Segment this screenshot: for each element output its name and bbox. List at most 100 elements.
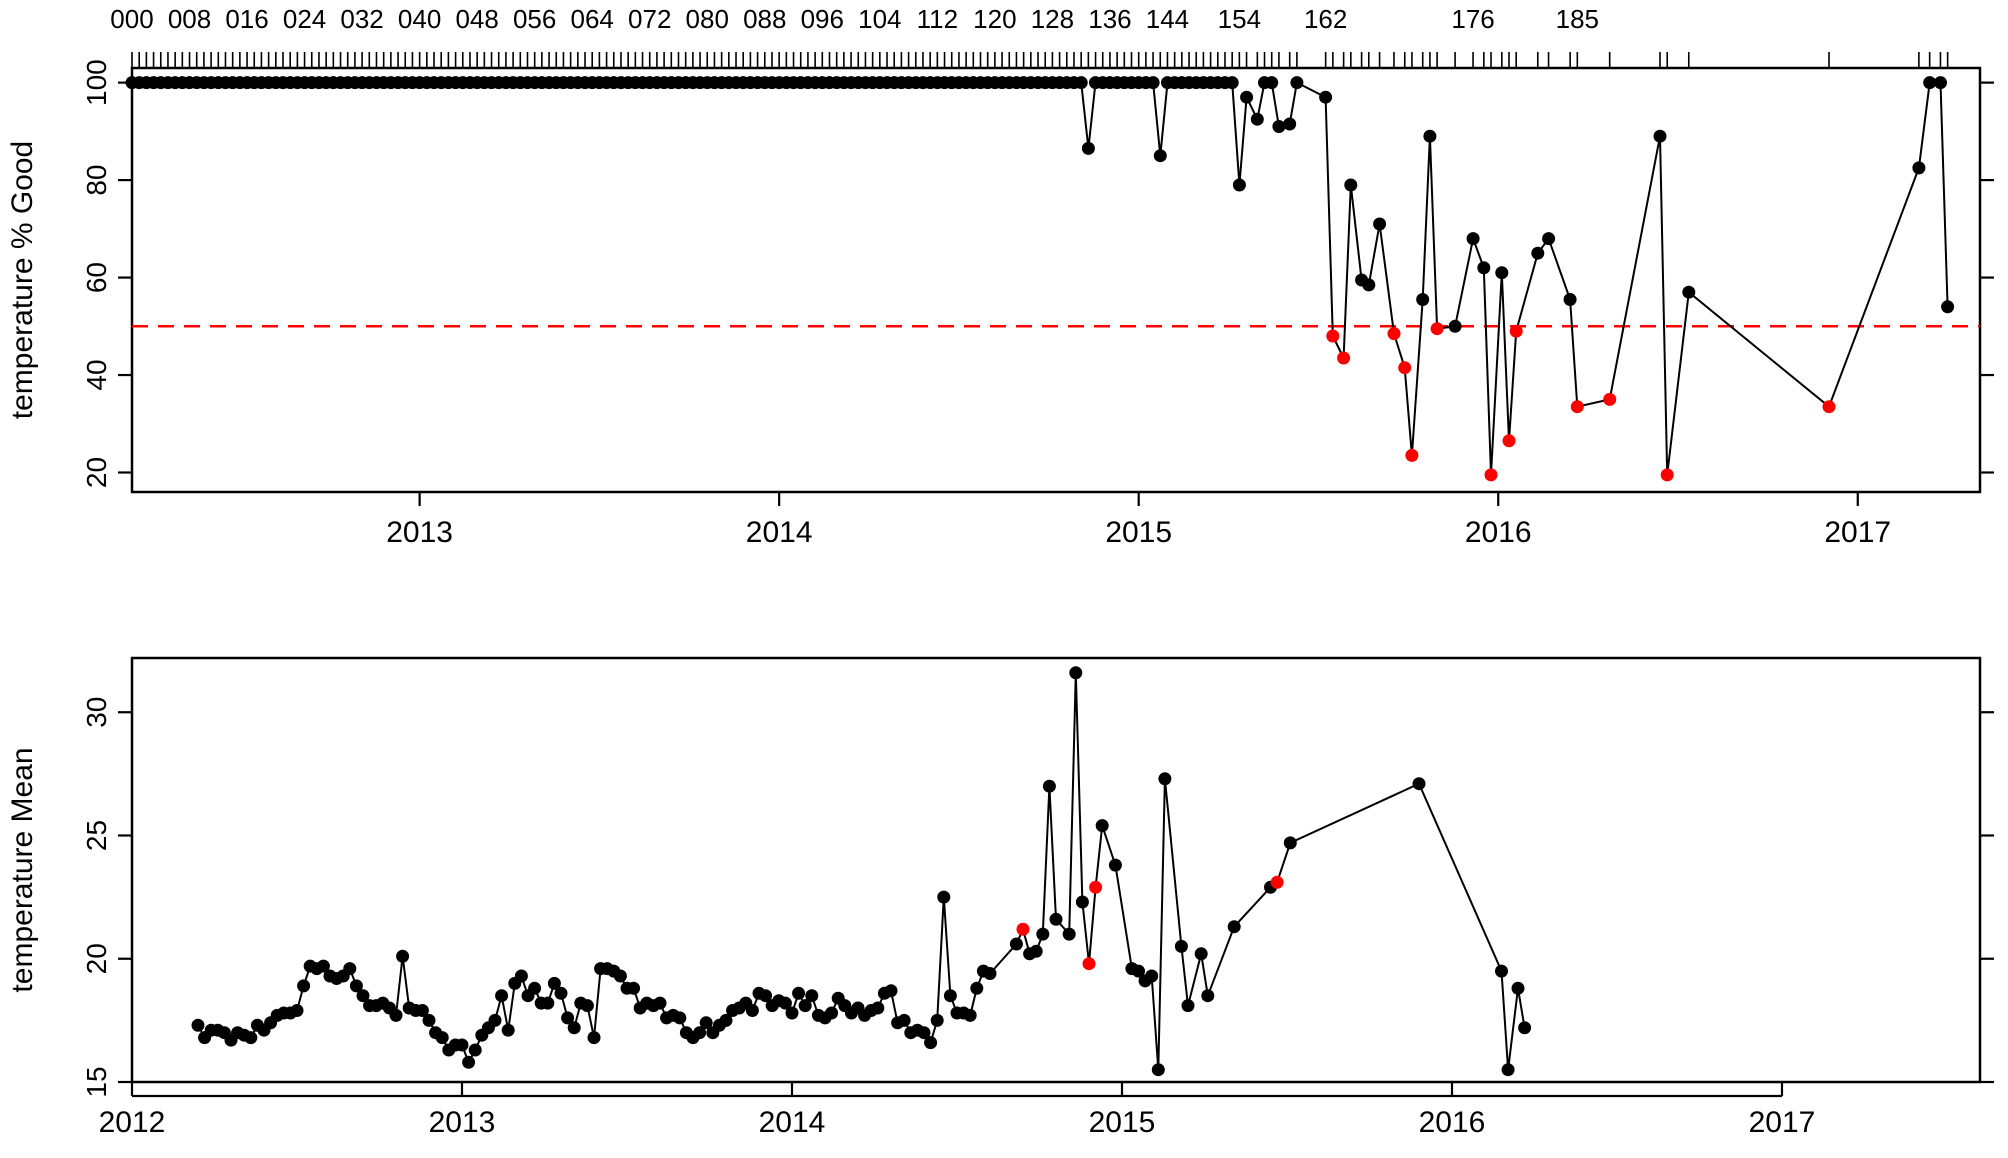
data-point xyxy=(792,986,806,1000)
data-point xyxy=(1095,819,1109,833)
flagged-data-point xyxy=(1430,322,1444,336)
series-line xyxy=(132,81,1949,476)
data-point xyxy=(1290,76,1304,90)
data-point xyxy=(1250,112,1264,126)
data-point xyxy=(561,1011,575,1025)
x-tick-label: 2012 xyxy=(99,1106,166,1139)
top-y-axis-label: temperature % Good xyxy=(6,141,39,419)
index-label: 104 xyxy=(858,4,901,34)
y-tick-label: 100 xyxy=(81,59,112,106)
y-tick-label: 20 xyxy=(81,943,112,974)
y-tick-label: 20 xyxy=(81,457,112,488)
flagged-data-point xyxy=(1405,448,1419,462)
flagged-data-point xyxy=(1484,468,1498,482)
data-point xyxy=(343,962,357,976)
data-point xyxy=(488,1013,502,1027)
data-point xyxy=(1272,120,1286,133)
index-label: 024 xyxy=(283,4,326,34)
data-point xyxy=(1009,937,1023,951)
data-point xyxy=(547,976,561,990)
x-tick-label: 2017 xyxy=(1749,1106,1816,1139)
x-tick-label: 2014 xyxy=(759,1106,826,1139)
data-point xyxy=(514,969,528,983)
index-label: 008 xyxy=(168,4,211,34)
index-label: 176 xyxy=(1451,4,1494,34)
data-point xyxy=(1108,858,1122,872)
data-point xyxy=(1081,141,1095,155)
data-point xyxy=(627,981,641,995)
data-point xyxy=(587,1031,601,1045)
x-tick-label: 2013 xyxy=(429,1106,496,1139)
flagged-data-point xyxy=(1660,468,1674,482)
data-point xyxy=(1201,989,1215,1003)
y-tick-label: 30 xyxy=(81,697,112,728)
data-point xyxy=(1941,300,1955,314)
data-point xyxy=(1029,944,1043,958)
index-label: 072 xyxy=(628,4,671,34)
data-point xyxy=(1225,76,1239,90)
data-point xyxy=(1194,947,1208,961)
data-point xyxy=(1181,999,1195,1013)
index-label: 000 xyxy=(110,4,153,34)
data-point xyxy=(244,1031,258,1045)
flagged-data-point xyxy=(1509,324,1523,338)
data-point xyxy=(1069,666,1083,680)
flagged-data-point xyxy=(1270,875,1284,889)
data-point xyxy=(389,1008,403,1022)
data-point xyxy=(495,989,509,1003)
flagged-data-point xyxy=(1337,351,1351,365)
data-point xyxy=(1501,1063,1515,1077)
data-point xyxy=(1049,912,1063,926)
data-point xyxy=(1283,836,1297,850)
data-point xyxy=(1653,129,1667,143)
index-label: 144 xyxy=(1146,4,1189,34)
data-point xyxy=(1416,293,1430,306)
flagged-data-point xyxy=(1822,400,1836,414)
bottom-plot-frame xyxy=(130,656,1982,1084)
data-point xyxy=(943,989,957,1003)
data-point xyxy=(1062,927,1076,941)
data-point xyxy=(1319,90,1333,104)
data-point xyxy=(745,1004,759,1017)
x-tick-label: 2015 xyxy=(1105,516,1172,549)
data-point xyxy=(415,1004,429,1017)
index-label: 120 xyxy=(973,4,1016,34)
y-tick-label: 15 xyxy=(81,1066,112,1097)
data-point xyxy=(871,1001,885,1015)
data-point xyxy=(1518,1021,1532,1035)
data-point xyxy=(290,1004,304,1017)
data-point xyxy=(1042,779,1056,793)
data-point xyxy=(396,949,410,963)
data-point xyxy=(1448,319,1462,333)
data-point xyxy=(1682,285,1696,299)
data-points xyxy=(191,666,1532,1077)
data-point xyxy=(1132,964,1145,978)
data-point xyxy=(435,1031,449,1045)
data-point xyxy=(567,1021,581,1035)
data-point xyxy=(1362,278,1376,292)
index-label: 185 xyxy=(1556,4,1599,34)
data-point xyxy=(554,986,568,1000)
data-point xyxy=(1158,772,1172,786)
flagged-data-point xyxy=(1398,361,1412,375)
data-point xyxy=(580,999,594,1013)
bottom-y-axis-label: temperature Mean xyxy=(6,747,39,992)
index-label: 032 xyxy=(340,4,383,34)
data-point xyxy=(785,1006,799,1020)
data-point xyxy=(1151,1063,1165,1077)
data-point xyxy=(541,996,555,1010)
data-point xyxy=(191,1018,205,1032)
index-label: 112 xyxy=(917,4,958,34)
data-point xyxy=(930,1013,944,1027)
data-point xyxy=(963,1008,977,1022)
data-point xyxy=(673,1011,687,1025)
data-point xyxy=(468,1043,482,1057)
index-label: 056 xyxy=(513,4,556,34)
top-x-axis: 2013 2014 2015 2016 2017 xyxy=(386,492,1891,549)
x-tick-label: 2017 xyxy=(1824,516,1891,549)
flagged-data-point xyxy=(1326,329,1340,343)
data-point xyxy=(897,1013,911,1027)
data-point xyxy=(778,996,792,1010)
